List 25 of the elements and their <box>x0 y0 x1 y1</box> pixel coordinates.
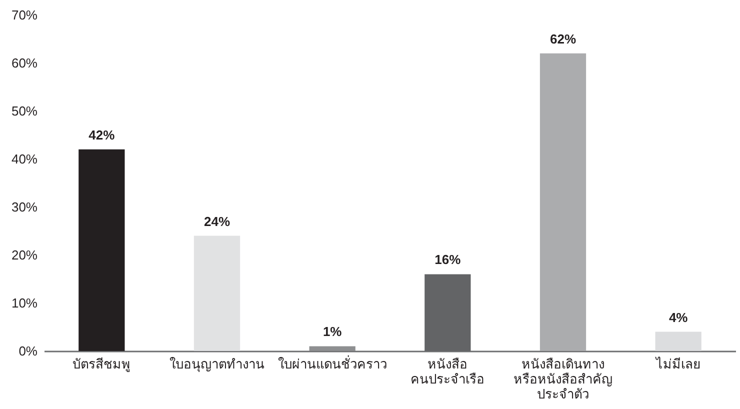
y-tick-label: 30% <box>11 200 38 214</box>
x-tick-label: หนังสือเดินทาง หรือหนังสือสำคัญ ประจำตัว <box>514 356 612 402</box>
data-label: 16% <box>434 252 462 268</box>
x-tick-label: ไม่มีเลย <box>654 356 701 372</box>
x-tick-label: บัตรสีชมพู <box>72 356 131 372</box>
y-tick-label: 70% <box>11 8 38 22</box>
x-tick-label: ใบอนุญาตทำงาน <box>170 356 264 372</box>
data-label: 62% <box>550 31 576 46</box>
bar <box>78 149 125 351</box>
bar <box>309 346 356 351</box>
data-label: 24% <box>204 214 230 229</box>
y-tick-label: 50% <box>11 104 38 118</box>
data-label: 4% <box>668 310 688 325</box>
y-tick-label: 10% <box>11 296 38 310</box>
data-label: 42% <box>88 127 116 142</box>
y-tick-label: 20% <box>11 248 38 262</box>
bar <box>194 236 240 351</box>
y-tick-label: 0% <box>18 344 38 358</box>
y-tick-label: 60% <box>11 56 38 70</box>
bar <box>655 332 702 351</box>
x-tick-label: หนังสือ คนประจำเรือ <box>410 356 485 386</box>
y-tick-label: 40% <box>11 152 38 166</box>
x-tick-label: ใบผ่านแดนชั่วคราว <box>278 356 387 372</box>
data-label: 1% <box>322 324 342 340</box>
bar <box>540 53 586 351</box>
